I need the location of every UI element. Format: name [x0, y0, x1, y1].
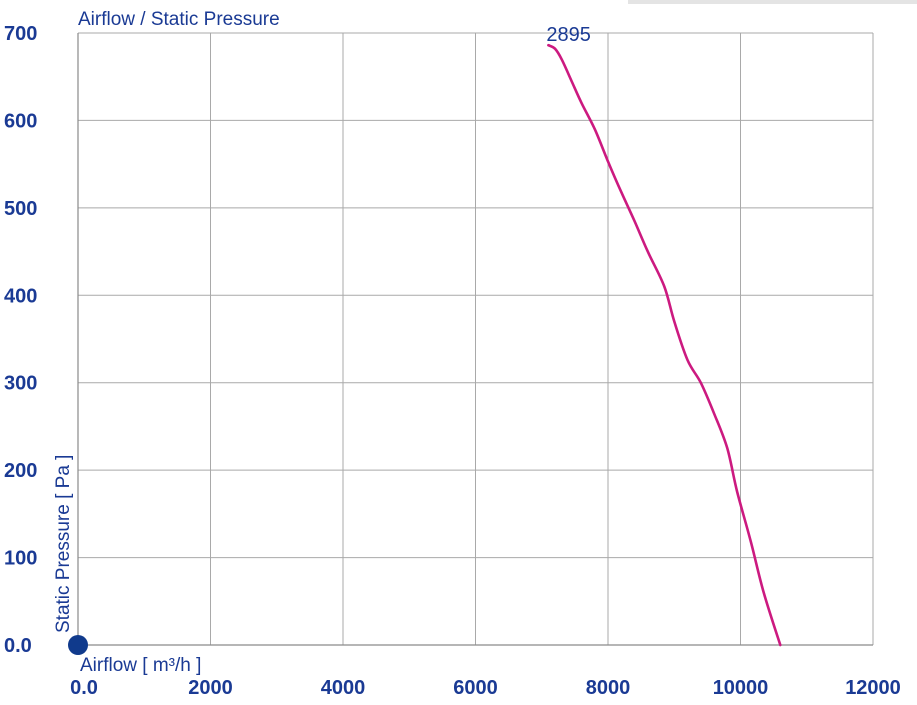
- x-tick-label: 8000: [586, 677, 631, 699]
- y-tick-label: 700: [4, 23, 37, 45]
- grid: [77, 32, 874, 646]
- x-tick-label: 6000: [453, 677, 498, 699]
- y-tick-label: 300: [4, 373, 37, 395]
- x-tick-label: 10000: [713, 677, 769, 699]
- series-line: [547, 43, 782, 647]
- y-tick-label: 500: [4, 198, 37, 220]
- y-tick-label: 600: [4, 110, 37, 132]
- y-tick-label: 100: [4, 548, 37, 570]
- window-top-bar: [628, 0, 917, 4]
- axes: [77, 33, 873, 646]
- x-tick-label: 12000: [845, 677, 901, 699]
- labels: Airflow / Static Pressure Airflow [ m³/h…: [4, 9, 901, 699]
- x-tick-label: 0.0: [70, 677, 98, 699]
- y-tick-label: 200: [4, 460, 37, 482]
- y-axis-title: Static Pressure [ Pa ]: [53, 455, 74, 633]
- chart-title: Airflow / Static Pressure: [78, 9, 280, 30]
- series: [68, 43, 782, 655]
- y-tick-label: 0.0: [4, 635, 32, 657]
- x-tick-label: 2000: [188, 677, 233, 699]
- x-axis-title: Airflow [ m³/h ]: [80, 655, 201, 676]
- series-label: 2895: [546, 24, 591, 46]
- origin-dot: [68, 635, 88, 655]
- x-tick-label: 4000: [321, 677, 366, 699]
- y-tick-label: 400: [4, 285, 37, 307]
